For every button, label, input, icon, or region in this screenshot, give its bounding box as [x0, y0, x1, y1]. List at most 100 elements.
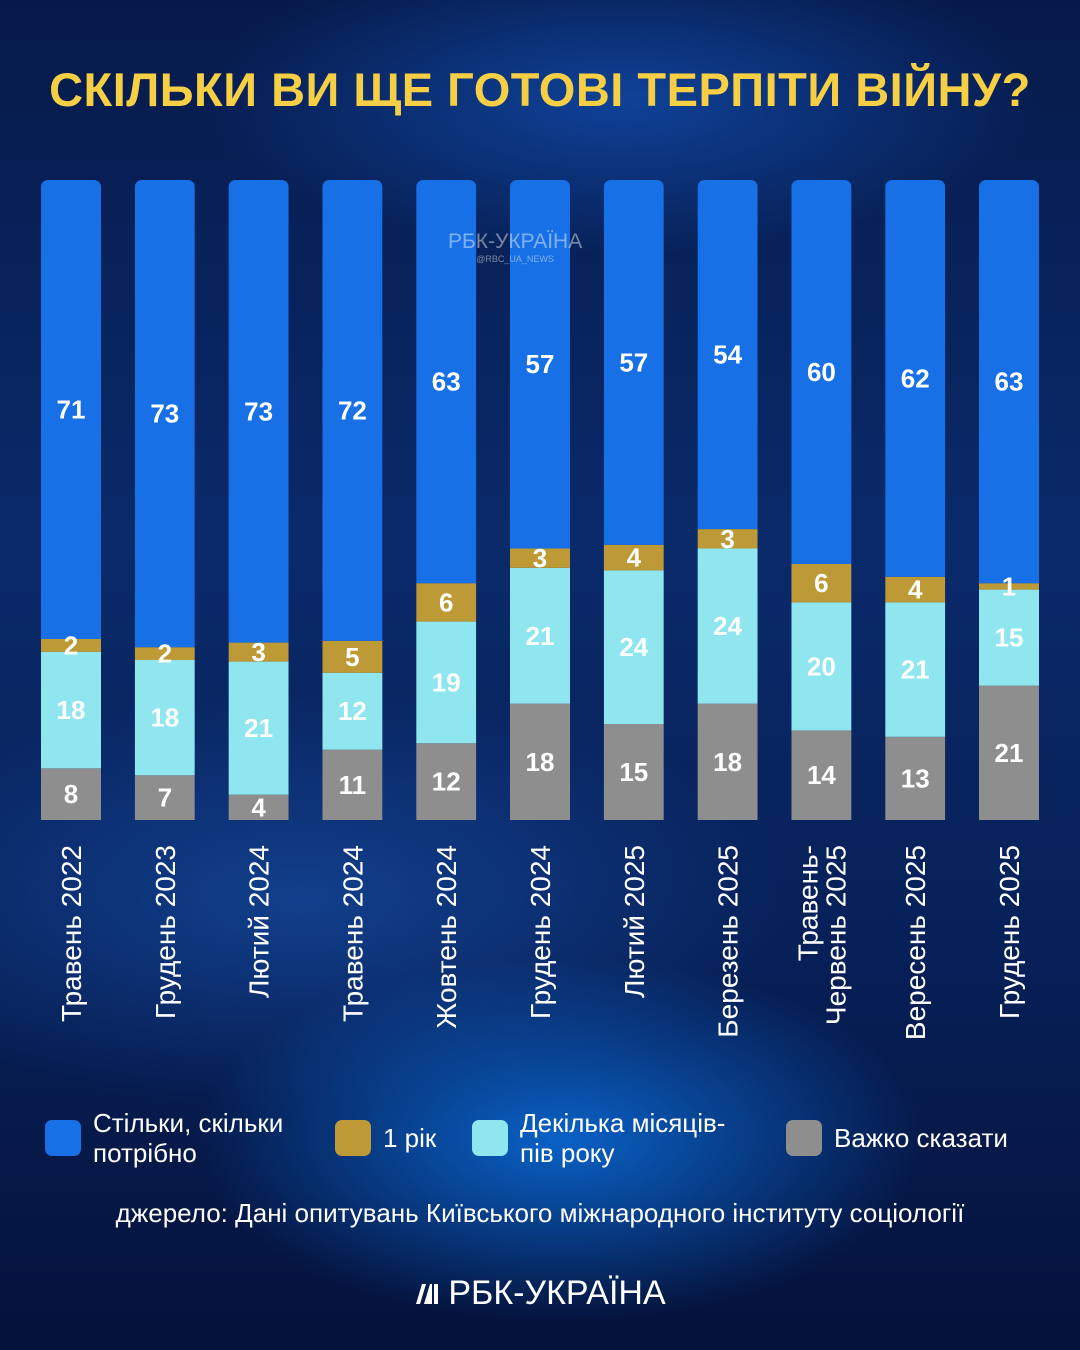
category-label: Лютий 2025	[619, 845, 650, 998]
category-label: Грудень 2024	[525, 845, 556, 1019]
data-label: 1	[1002, 571, 1016, 601]
data-label: 11	[339, 770, 367, 800]
bar-segment	[697, 529, 758, 549]
data-label: 15	[995, 623, 1024, 653]
data-label: 12	[432, 767, 461, 797]
data-label: 21	[244, 713, 273, 743]
data-label: 3	[251, 637, 265, 667]
bar-segment	[134, 660, 195, 776]
bar-stack	[791, 180, 852, 820]
stacked-bar-chart: 8 18 2 71 Травень 2022 7 18 2 73 Грудень 2023 4 21 3…	[41, 180, 1039, 1040]
legend-item-hard-to-say: Важко сказати	[786, 1120, 1008, 1156]
bar-segment	[979, 583, 1039, 590]
data-label: 24	[713, 611, 742, 641]
bar-stack	[41, 180, 101, 820]
category-label: Травень 2024	[337, 845, 368, 1022]
data-label: 6	[439, 587, 453, 617]
legend-label: потрібно	[93, 1138, 197, 1168]
data-label: 63	[432, 367, 461, 397]
data-label: 4	[251, 792, 266, 822]
bar-segment	[791, 564, 852, 603]
bar-stack	[416, 180, 477, 820]
data-label: 14	[807, 760, 836, 790]
bar-segment	[228, 180, 289, 643]
legend-label: пів року	[520, 1138, 615, 1168]
bar-segment	[885, 576, 946, 603]
data-label: 63	[995, 367, 1024, 397]
data-label: 73	[150, 399, 179, 429]
bar-segment	[603, 180, 664, 545]
category-label: Березень 2025	[713, 845, 744, 1038]
bar-segment	[603, 544, 664, 571]
legend-label: Декілька місяців-	[520, 1108, 726, 1138]
data-label: 4	[908, 575, 923, 605]
data-label: 21	[995, 738, 1024, 768]
category-label: Жовтень 2024	[431, 845, 462, 1029]
data-label: 3	[720, 524, 734, 554]
data-label: 18	[57, 695, 86, 725]
data-label: 15	[619, 757, 648, 787]
data-label: 73	[244, 396, 273, 426]
data-label: 7	[158, 783, 172, 813]
data-label: 4	[627, 543, 642, 573]
bar-segment	[134, 775, 195, 820]
bar-stack	[228, 180, 289, 820]
legend-item-as-long-as-needed: Стільки, скільки потрібно	[45, 1108, 283, 1168]
data-label: 3	[533, 543, 547, 573]
data-label: 5	[345, 642, 359, 672]
bar-segment	[41, 651, 101, 769]
bar-segment	[885, 180, 946, 577]
data-label: 8	[64, 779, 78, 809]
bar-segment	[885, 602, 946, 737]
bar-segment	[979, 589, 1039, 686]
bar-segment	[510, 703, 570, 820]
bar-segment	[134, 647, 195, 660]
bar-segment	[510, 180, 570, 549]
legend-swatch	[335, 1120, 371, 1156]
bar-segment	[697, 180, 758, 530]
data-label: 72	[338, 395, 367, 425]
data-label: 18	[150, 703, 179, 733]
legend-item-1-year: 1 рік	[335, 1120, 436, 1156]
bar-segment	[979, 180, 1039, 584]
data-label: 2	[64, 630, 78, 660]
data-label: 18	[713, 747, 742, 777]
category-label: Грудень 2023	[150, 845, 181, 1019]
category-label: Грудень 2025	[994, 845, 1025, 1019]
data-label: 21	[526, 621, 555, 651]
category-label: Вересень 2025	[900, 845, 931, 1040]
bar-segment	[228, 642, 289, 662]
data-label: 19	[432, 667, 461, 697]
bar-segment	[885, 736, 946, 820]
data-label: 54	[713, 340, 742, 370]
data-label: 57	[619, 347, 648, 377]
legend-swatch	[45, 1120, 81, 1156]
category-label: Лютий 2024	[244, 845, 275, 998]
bar-segment	[416, 583, 477, 622]
legend-label: Стільки, скільки	[93, 1108, 284, 1138]
bar-segment	[510, 567, 570, 704]
bar-segment	[416, 180, 477, 584]
bar-segment	[322, 672, 383, 750]
category-label: Травень-Червень 2025	[792, 845, 851, 1025]
data-label: 62	[901, 363, 930, 393]
bar-stack	[979, 180, 1039, 820]
legend-item-few-months: Декілька місяців-пів року	[472, 1108, 725, 1168]
bar-stack	[603, 180, 664, 820]
data-label: 71	[57, 394, 86, 424]
bar-stack	[697, 180, 758, 820]
legend: Стільки, скільки потрібно 1 рік Декілька …	[0, 1108, 1080, 1172]
data-label: 60	[807, 357, 836, 387]
bar-stack	[322, 180, 383, 820]
legend-swatch	[786, 1120, 822, 1156]
logo-text: РБК-УКРАЇНА	[448, 1274, 666, 1312]
legend-label: Важко сказати	[834, 1123, 1008, 1153]
bar-segment	[322, 640, 383, 673]
bar-segment	[697, 703, 758, 820]
data-label: 6	[814, 568, 828, 598]
logo-icon	[416, 1283, 439, 1304]
data-label: 57	[526, 349, 555, 379]
bar-segment	[134, 180, 195, 648]
bar-segment	[791, 730, 852, 820]
data-label: 18	[526, 747, 555, 777]
